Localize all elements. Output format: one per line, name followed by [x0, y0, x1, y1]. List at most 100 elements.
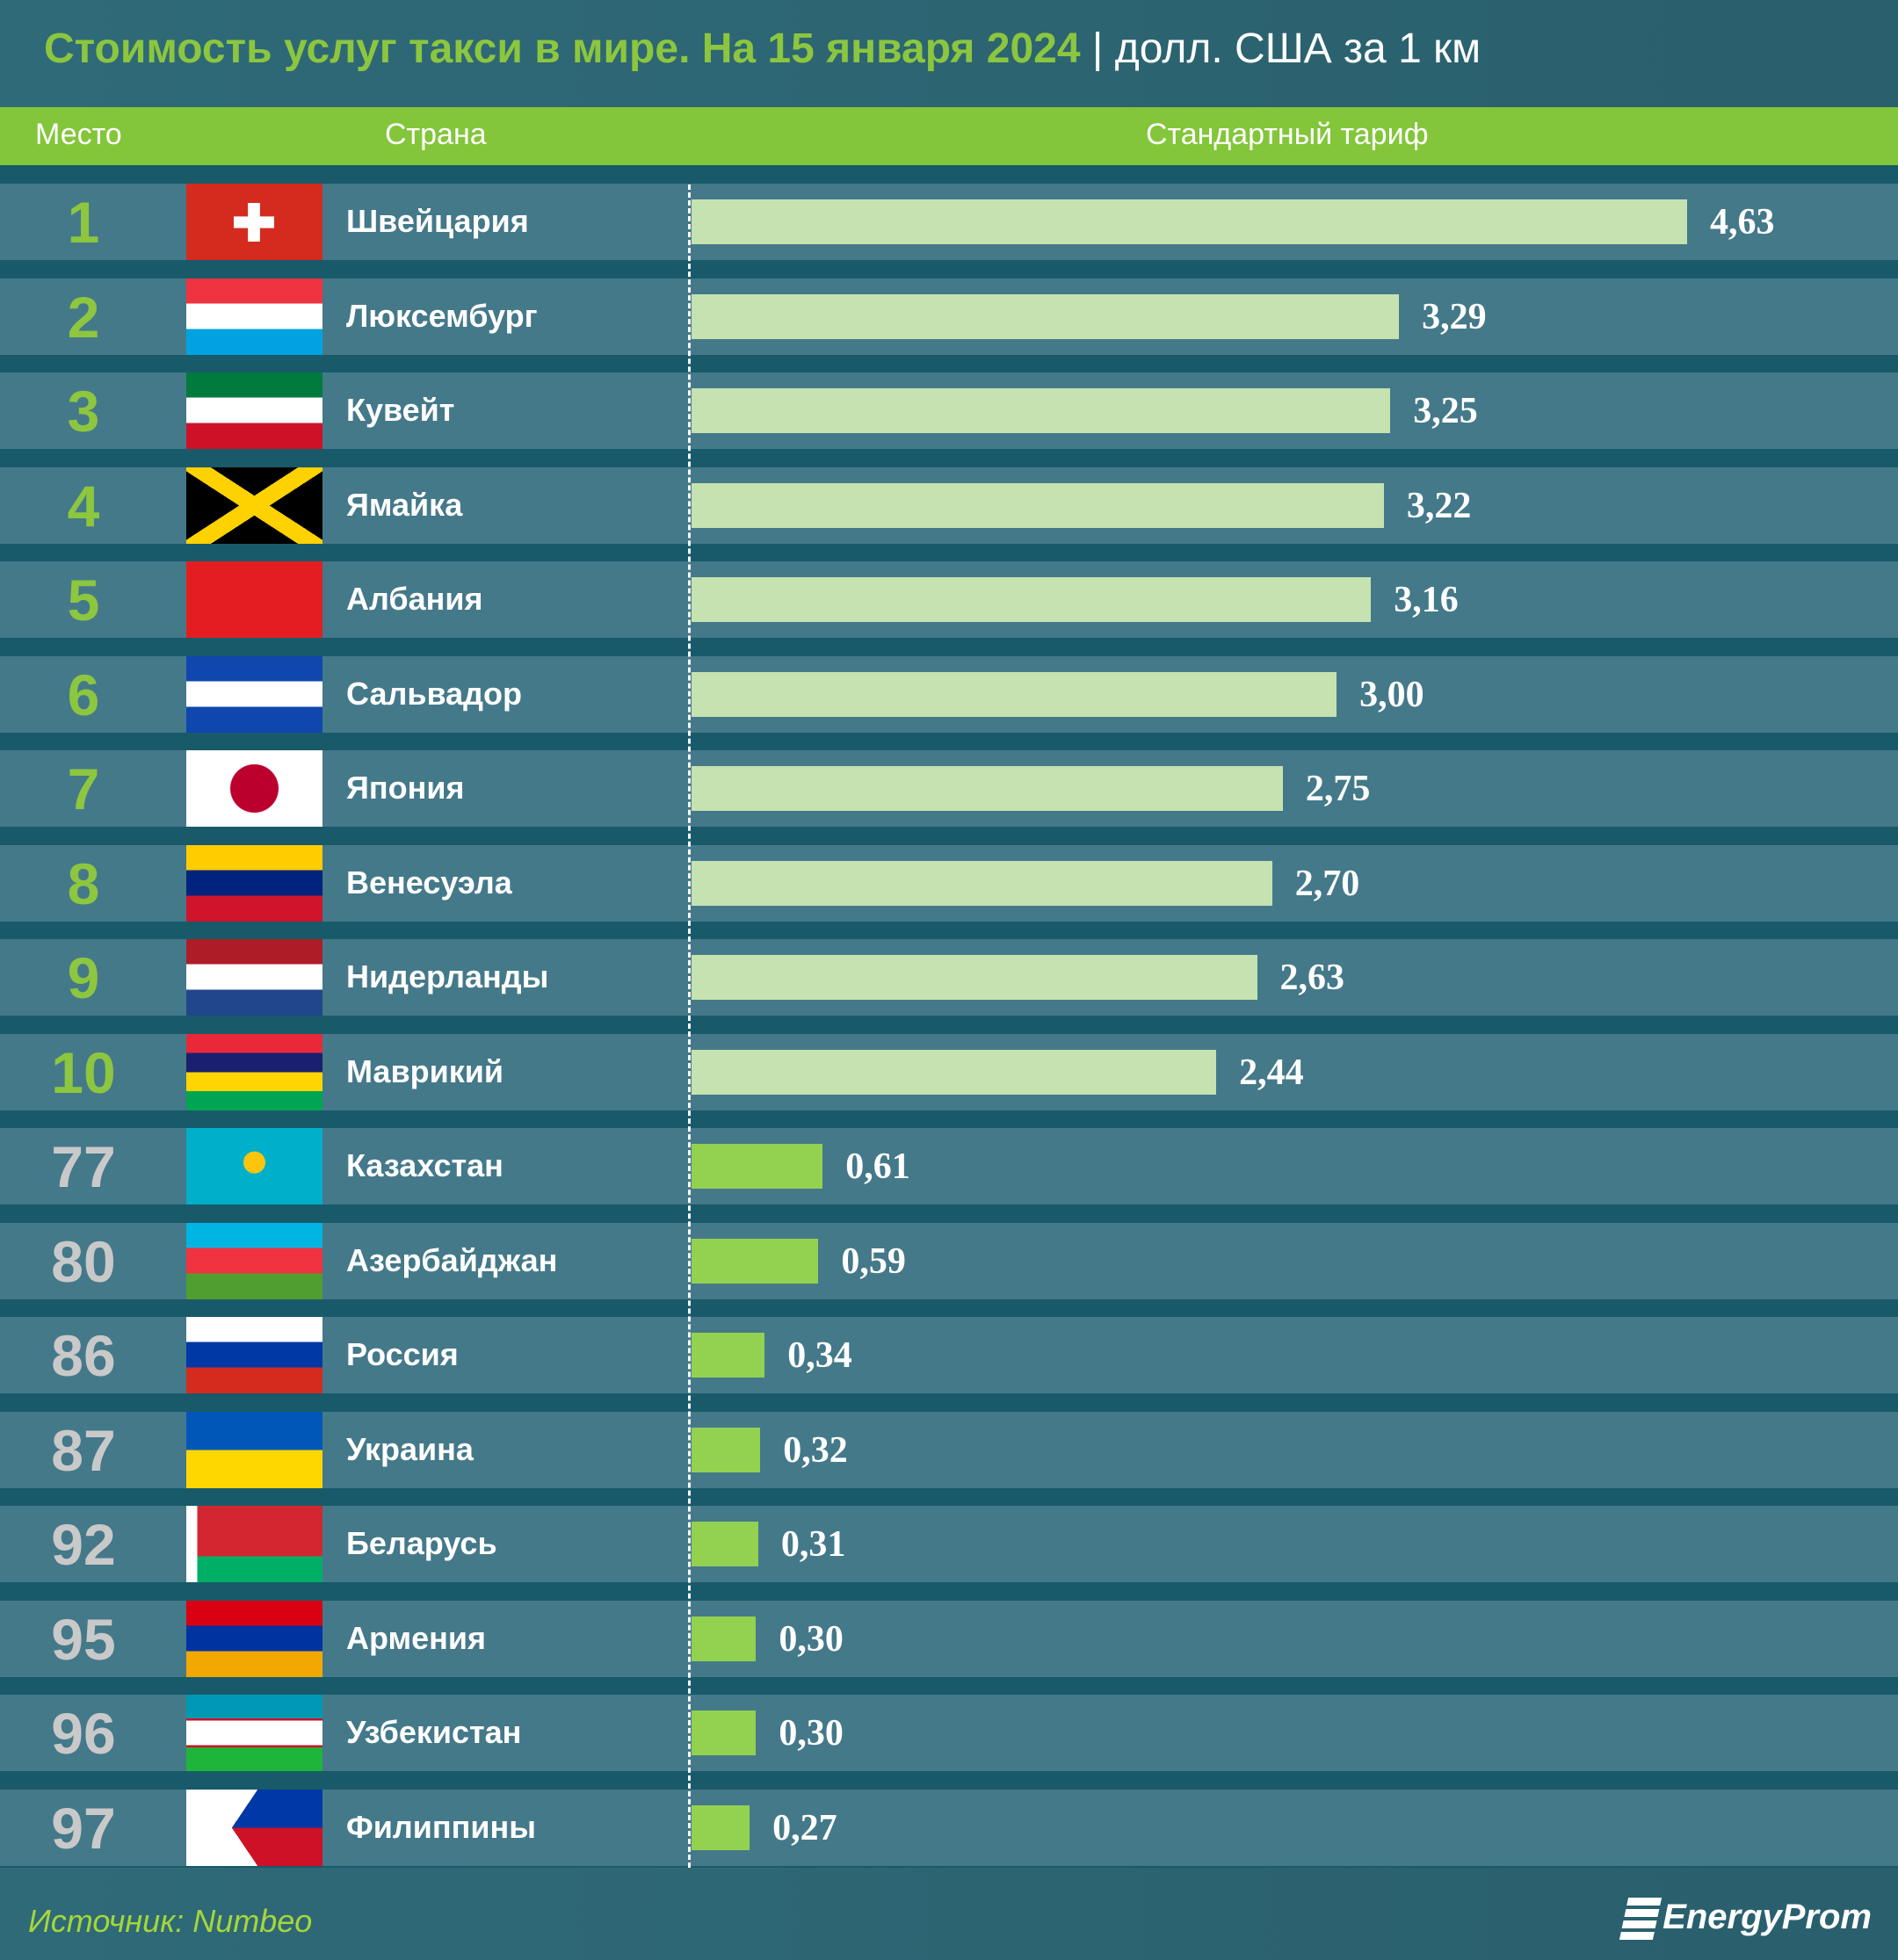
country-label: Люксембург [346, 297, 538, 334]
rank-label: 77 [51, 1134, 116, 1199]
rank-label: 10 [51, 1039, 116, 1105]
country-label: Армения [346, 1619, 487, 1656]
flag-philippines-icon [186, 1789, 322, 1866]
axis-baseline [688, 184, 691, 1868]
value-label: 3,25 [1413, 391, 1478, 431]
rank-label: 3 [67, 379, 100, 444]
rank-label: 80 [51, 1228, 116, 1294]
value-label: 3,29 [1422, 296, 1487, 337]
country-label: Венесуэла [346, 864, 512, 900]
title-unit: | долл. США за 1 км [1080, 25, 1481, 72]
bar [692, 199, 1687, 244]
bar [692, 1144, 823, 1189]
table-row: 92 Беларусь 0,31 [0, 1506, 1898, 1582]
flag-el-salvador-icon [186, 655, 322, 733]
value-label: 3,16 [1394, 580, 1459, 620]
value-label: 4,63 [1709, 202, 1775, 242]
rank-label: 87 [51, 1417, 116, 1483]
rank-label: 95 [51, 1606, 116, 1672]
flag-luxembourg-icon [186, 278, 322, 355]
table-row: 10 Маврикий 2,44 [0, 1033, 1898, 1110]
table-row: 87 Украина 0,32 [0, 1411, 1898, 1488]
table-row: 80 Азербайджан 0,59 [0, 1222, 1898, 1299]
table-row: 4 Ямайка 3,22 [0, 466, 1898, 544]
bar [692, 955, 1257, 1000]
rank-label: 92 [51, 1512, 116, 1577]
country-label: Маврикий [346, 1052, 503, 1089]
flag-azerbaijan-icon [186, 1222, 322, 1299]
flag-ukraine-icon [186, 1411, 322, 1488]
logo-text: EnergyProm [1663, 1898, 1872, 1936]
flag-jamaica-icon [186, 466, 322, 544]
country-label: Россия [346, 1336, 459, 1372]
value-label: 0,31 [780, 1524, 846, 1565]
rank-label: 8 [67, 850, 100, 916]
value-label: 0,61 [845, 1146, 910, 1187]
flag-mauritius-icon [186, 1033, 322, 1110]
bar [692, 293, 1400, 339]
title-main: Стоимость услуг такси в мире. На 15 янва… [44, 25, 1081, 72]
rank-label: 86 [51, 1323, 116, 1388]
flag-kuwait-icon [186, 372, 322, 449]
flag-russia-icon [186, 1317, 322, 1393]
value-label: 0,27 [772, 1807, 837, 1848]
table-row: 8 Венесуэла 2,70 [0, 844, 1898, 922]
logo-mark-icon [1619, 1898, 1663, 1941]
rank-label: 4 [67, 473, 100, 539]
country-label: Беларусь [346, 1525, 497, 1561]
country-label: Швейцария [346, 203, 529, 239]
flag-venezuela-icon [186, 844, 322, 922]
bar [692, 1522, 758, 1566]
bar [692, 388, 1391, 433]
header-rank: Место [35, 118, 122, 151]
rank-label: 7 [67, 756, 100, 821]
value-label: 2,63 [1279, 958, 1345, 998]
rows-container: 1 Швейцария 4,63 2 Люксембург 3,29 3 Кувейт 3,25… [0, 165, 1898, 1868]
column-header: Место Страна Стандартный тариф [0, 107, 1898, 165]
rank-label: 2 [67, 284, 100, 350]
country-label: Кувейт [346, 392, 455, 428]
table-row: 86 Россия 0,34 [0, 1317, 1898, 1393]
header-tariff: Стандартный тариф [1146, 118, 1429, 151]
value-label: 2,44 [1239, 1052, 1304, 1093]
bar [692, 671, 1337, 717]
value-label: 0,59 [841, 1240, 906, 1282]
table-row: 95 Армения 0,30 [0, 1600, 1898, 1677]
table-row: 96 Узбекистан 0,30 [0, 1695, 1898, 1771]
rank-label: 1 [67, 190, 100, 255]
country-label: Ямайка [346, 486, 463, 523]
flag-japan-icon [186, 750, 322, 827]
rank-label: 6 [67, 662, 100, 727]
value-label: 3,00 [1359, 674, 1424, 715]
flag-belarus-icon [186, 1506, 322, 1582]
value-label: 0,30 [779, 1713, 844, 1754]
country-label: Украина [346, 1430, 474, 1467]
bar [692, 860, 1272, 906]
bar [692, 1333, 765, 1378]
table-row: 1 Швейцария 4,63 [0, 184, 1898, 260]
rank-label: 97 [51, 1795, 116, 1861]
bar [692, 1616, 757, 1661]
flag-switzerland-icon [186, 184, 322, 260]
cross-icon [234, 203, 274, 242]
table-row: 3 Кувейт 3,25 [0, 372, 1898, 449]
table-row: 77 Казахстан 0,61 [0, 1128, 1898, 1204]
rank-label: 96 [51, 1701, 116, 1766]
country-label: Узбекистан [346, 1714, 522, 1750]
bar [692, 1805, 750, 1850]
bar [692, 1049, 1217, 1095]
value-label: 3,22 [1406, 485, 1472, 526]
value-label: 2,70 [1294, 863, 1360, 904]
value-label: 0,34 [787, 1335, 852, 1376]
value-label: 2,75 [1305, 769, 1371, 809]
value-label: 0,30 [779, 1618, 844, 1660]
source-note: Источник: Numbeo [28, 1903, 313, 1939]
flag-albania-icon [186, 561, 322, 638]
table-row: 2 Люксембург 3,29 [0, 278, 1898, 355]
country-label: Сальвадор [346, 675, 522, 712]
bar [692, 1427, 761, 1472]
rank-label: 5 [67, 568, 100, 633]
energyprom-logo: EnergyProm [1619, 1898, 1872, 1941]
table-row: 6 Сальвадор 3,00 [0, 655, 1898, 733]
bar [692, 1710, 757, 1755]
